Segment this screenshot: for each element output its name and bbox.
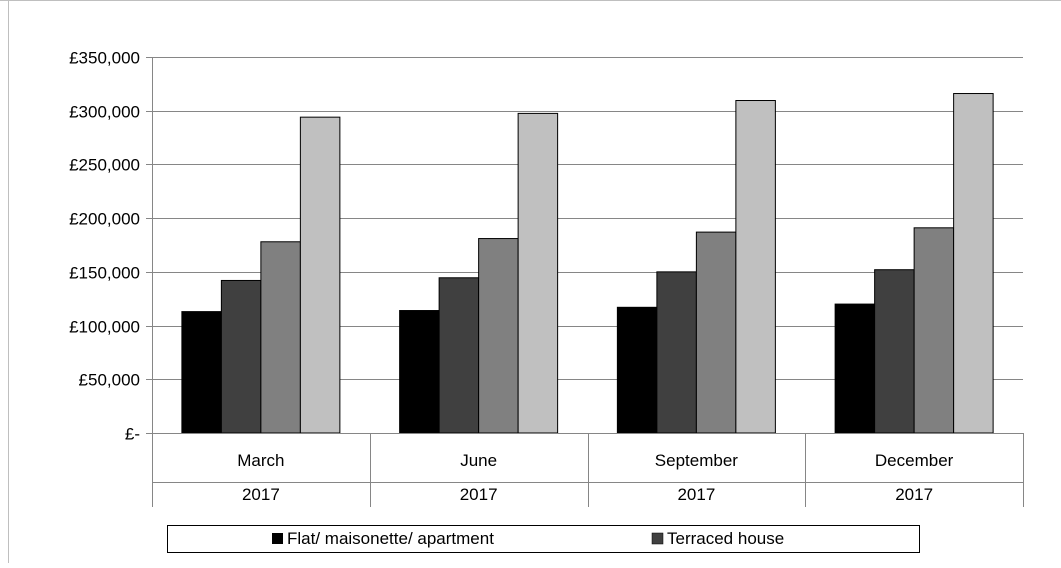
bar [913,227,955,434]
bar [656,271,697,434]
bar [260,241,301,434]
y-axis-tick-labels: £- £50,000 £100,000 £150,000 £200,000 £250,00… [69,49,140,444]
x-tick-label: September [655,451,738,470]
bar [478,238,519,434]
bar [181,311,222,434]
legend-label-terraced: Terraced house [667,529,784,548]
y-tick-label: £100,000 [69,318,140,337]
x-tick-label-year: 2017 [460,485,498,504]
legend-swatch-flat [272,533,283,544]
x-tick-label-year: 2017 [677,485,715,504]
legend: Flat/ maisonette/ apartment Terraced hou… [167,525,920,553]
legend-swatch-terraced [651,532,664,545]
y-tick-label: £350,000 [69,49,140,68]
x-tick-label: March [237,451,284,470]
bar [953,93,994,434]
bar [874,269,915,434]
x-tick-label: December [875,451,954,470]
y-tick-label: £200,000 [69,210,140,229]
bars [181,93,994,434]
bar [695,231,737,434]
y-tick-label: £50,000 [79,371,140,390]
bar [438,277,480,434]
bar [735,100,776,434]
x-tick-label: June [460,451,497,470]
y-tick-label: £250,000 [69,156,140,175]
bar [616,306,658,434]
x-axis: March 2017 June 2017 September 2017 December 20… [152,57,1024,507]
bar [299,116,341,434]
legend-box [167,525,920,553]
y-tick-label: £300,000 [69,103,140,122]
x-tick-label-year: 2017 [242,485,280,504]
x-tick-label-year: 2017 [895,485,933,504]
bar [834,303,876,434]
bar [399,310,440,434]
bar [220,279,262,434]
bar [517,112,559,434]
y-tick-label: £150,000 [69,264,140,283]
y-tick-label: £- [125,425,140,444]
legend-label-flat: Flat/ maisonette/ apartment [287,529,494,548]
